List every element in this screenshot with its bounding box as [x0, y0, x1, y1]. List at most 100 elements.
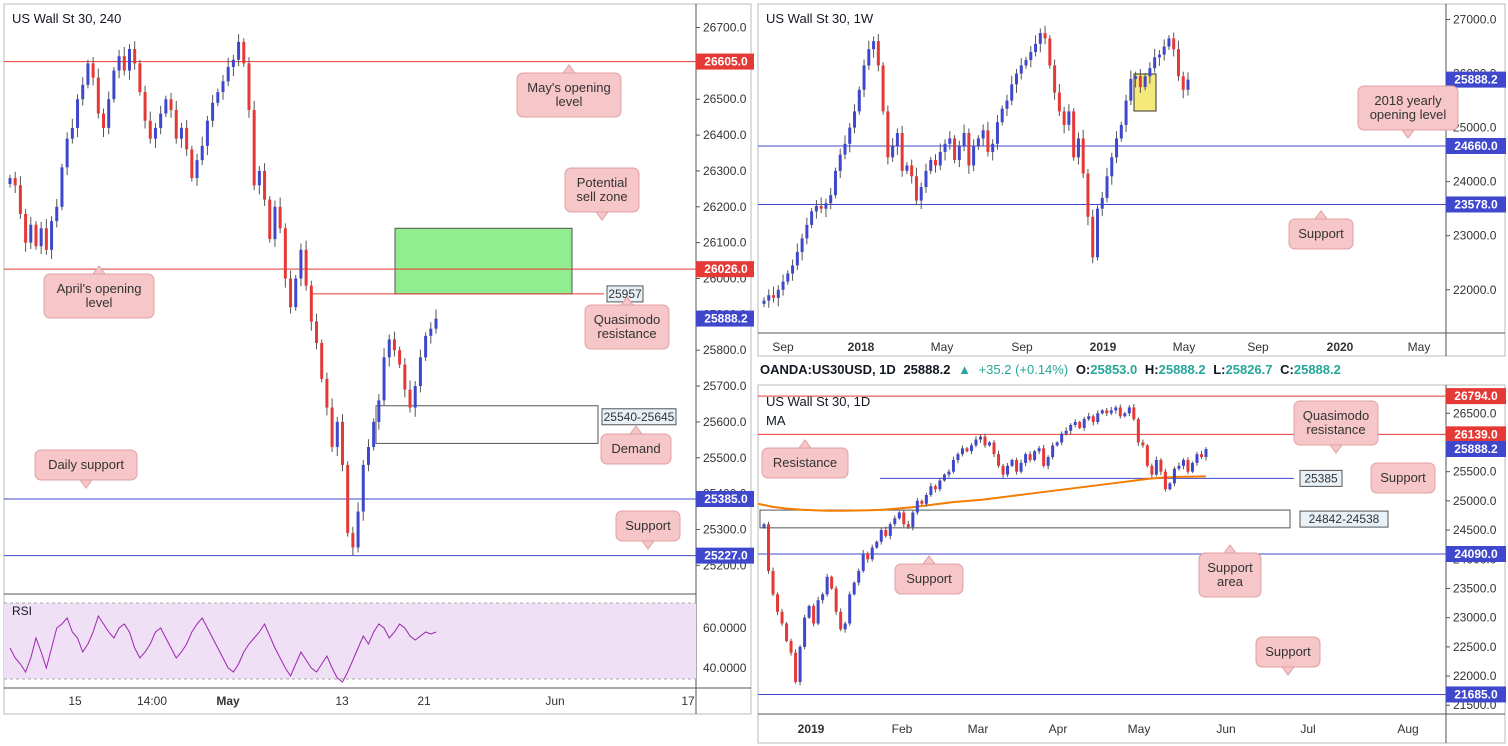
chart-240-callout-text: April's opening [57, 281, 142, 296]
chart-1w-candle-body [1029, 51, 1033, 61]
chart-240-candle-body [398, 350, 402, 365]
chart-1d-candle-body [1105, 410, 1109, 414]
chart-1d-candle-body [1199, 454, 1203, 458]
chart-1w-candle-body [872, 41, 876, 50]
chart-1d-y-tick-label: 22500.0 [1453, 640, 1497, 654]
chart-240-candle-body [185, 127, 189, 150]
chart-1w-level-tag [1446, 196, 1506, 213]
chart-1w-candle-body [1038, 33, 1042, 44]
chart-240-candle-body [335, 421, 339, 447]
chart-1w-candle-body [1100, 197, 1104, 209]
chart-1w-candle-body [1005, 100, 1009, 109]
chart-240-x-tick-label: 21 [417, 694, 431, 708]
info-low-label: L: [1213, 362, 1226, 377]
chart-1d-candle-body [992, 442, 996, 455]
chart-1w-callout-box [1288, 218, 1354, 250]
chart-240-candle-body [346, 464, 350, 534]
info-price: 25888.2 [903, 362, 951, 377]
chart-240-candle-body [91, 63, 95, 78]
chart-1d-candle-body [870, 547, 874, 560]
chart-1d-level-label: 24090.0 [1454, 547, 1498, 561]
chart-240-candle-body [424, 335, 428, 358]
chart-240-callout-text: Potential [577, 175, 628, 190]
chart-240-candle-body [117, 56, 121, 71]
chart-240-zones: 25540-25645 25957 [310, 227, 677, 444]
chart-240-callout-text: May's opening [527, 80, 610, 95]
chart-1w-candle-body [967, 133, 971, 166]
support-25385-tag [1299, 469, 1343, 487]
chart-1d-candle-body [902, 512, 906, 525]
chart-240-level-label: 25385.0 [704, 492, 748, 506]
chart-1d-callout-box [1370, 462, 1436, 494]
chart-1d-level-tag [1446, 686, 1506, 703]
chart-1d-candle-body [821, 594, 825, 601]
chart-1w-candle-body [833, 170, 837, 196]
chart-240-y-tick-label: 26400.0 [703, 128, 747, 142]
chart-1w-callout-box [1357, 85, 1459, 131]
chart-1w-candle-body [810, 211, 814, 225]
chart-1d-callout-box [1255, 636, 1321, 668]
chart-1d-candle-body [960, 448, 964, 455]
chart-240-candle-body [221, 81, 225, 93]
chart-1d-candles [762, 404, 1208, 686]
chart-1d-frame [757, 384, 1506, 744]
rsi-tick-label: 60.0000 [703, 621, 747, 635]
chart-240-y-tick-label: 26100.0 [703, 236, 747, 250]
chart-1d-candle-body [1109, 410, 1113, 414]
chart-240-candle-body [34, 224, 38, 247]
chart-1w-candle-body [1034, 43, 1038, 52]
rsi-pane: 60.0000 40.0000 [9, 614, 747, 683]
chart-240-candle-body [434, 318, 438, 329]
chart-1w-candle-body [1095, 208, 1099, 258]
info-symbol: OANDA:US30USD, 1D [760, 362, 896, 377]
chart-240-candle-body [39, 228, 43, 247]
chart-1w-candle-body [772, 295, 776, 298]
chart-1w-candle-body [929, 160, 933, 171]
chart-1d-candle-body [1073, 422, 1077, 425]
chart-1d-candle-body [947, 471, 951, 475]
chart-1w-level-tag [1446, 71, 1506, 88]
chart-240-frame [3, 3, 752, 715]
chart-1w-x-tick-label: 2019 [1090, 340, 1117, 354]
chart-240-callout-box [584, 304, 670, 350]
chart-240-callout-box [34, 449, 138, 481]
chart-1w-candle-body [824, 203, 828, 209]
chart-1d-candle-body [816, 600, 820, 624]
chart-1d-candle-body [1136, 419, 1140, 443]
chart-240-candle-body [211, 102, 215, 121]
chart-1d-candle-body [1186, 459, 1190, 472]
chart-1w-candle-body [891, 146, 895, 158]
chart-240-candle-body [392, 339, 396, 351]
chart-240-level-tag [696, 490, 754, 507]
chart-1w-candle-body [962, 133, 966, 147]
chart-1w-candle-body [1000, 108, 1004, 123]
chart-240-candle-body [205, 120, 209, 146]
chart-1d-candle-body [852, 582, 856, 595]
chart-1d-candle-body [1051, 445, 1055, 458]
chart-1d-candle-body [1019, 462, 1023, 472]
chart-1w-y-tick-label: 22000.0 [1453, 283, 1497, 297]
chart-1d-candle-body [1001, 465, 1005, 475]
chart-1w-level-label: 25888.2 [1454, 73, 1498, 87]
up-triangle-icon: ▲ [958, 362, 971, 377]
chart-1d-candle-body [951, 459, 955, 472]
chart-1w-candle-body [995, 122, 999, 144]
chart-240-level-tag [696, 53, 754, 70]
chart-240-candle-body [112, 70, 116, 100]
chart-1d-candle-body [785, 623, 789, 642]
chart-1w-candle-body [1143, 76, 1147, 88]
chart-1w-candle-body [1048, 38, 1052, 66]
chart-1w-candle-body [953, 138, 957, 161]
chart-240-candle-body [65, 138, 69, 168]
chart-240-callout-box [615, 510, 681, 542]
chart-240-callout-box [43, 273, 155, 319]
chart-240-candle-body [231, 59, 235, 67]
chart-1d-candle-body [807, 605, 811, 618]
chart-240-y-tick-label: 26200.0 [703, 200, 747, 214]
chart-1d-candle-body [924, 495, 928, 504]
chart-1d-candle-body [879, 530, 883, 542]
chart-1d-candle-body [884, 530, 888, 536]
chart-1w-candle-body [938, 151, 942, 166]
chart-240-candle-body [133, 49, 137, 64]
